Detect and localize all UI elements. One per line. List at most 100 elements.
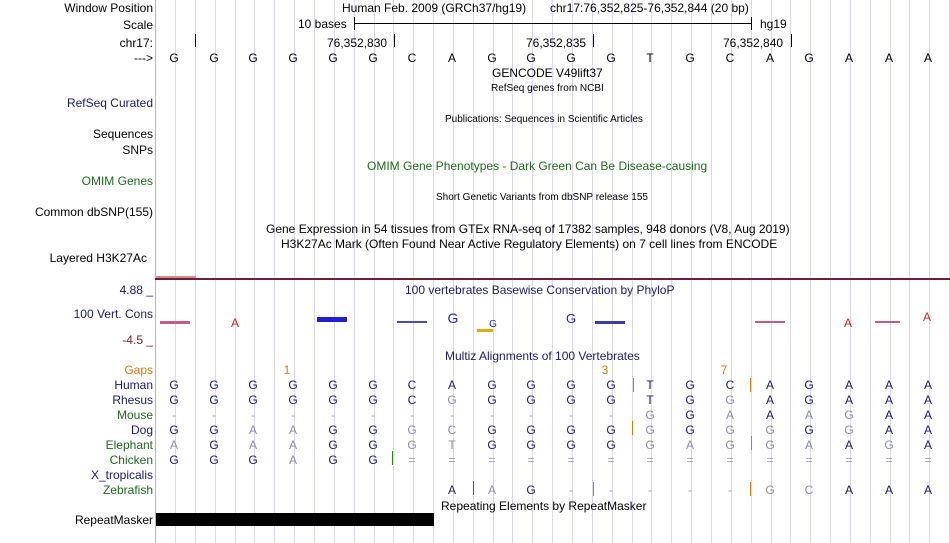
cons-track-label[interactable]: 100 Vert. Cons: [73, 307, 153, 321]
grid-line: [612, 0, 613, 543]
aligned-base: G: [645, 408, 655, 422]
species-label[interactable]: X_tropicalis: [90, 468, 153, 482]
grid-line: [473, 0, 474, 543]
aligned-base: -: [648, 483, 652, 497]
species-label[interactable]: Zebrafish: [102, 483, 153, 497]
omim-track-title[interactable]: OMIM Gene Phenotypes - Dark Green Can Be…: [367, 159, 708, 173]
window-position-label: Window Position: [64, 1, 153, 15]
repeatmasker-track-title[interactable]: Repeating Elements by RepeatMasker: [441, 499, 647, 513]
phylop-mark: [160, 321, 190, 324]
aligned-base: G: [566, 423, 576, 437]
dna-base: A: [844, 51, 853, 65]
gtex-track-title[interactable]: Gene Expression in 54 tissues from GTEx …: [266, 222, 790, 236]
coord-tick: [593, 34, 594, 47]
dbsnp-track-label[interactable]: Common dbSNP(155): [34, 205, 153, 219]
aligned-base: A: [685, 438, 694, 452]
dna-base: G: [209, 51, 219, 65]
sequences-track-label[interactable]: Sequences: [92, 127, 153, 141]
aligned-base: G: [606, 378, 616, 392]
aligned-base: A: [765, 393, 774, 407]
gencode-track-title[interactable]: GENCODE V49lift37: [492, 66, 603, 80]
phylop-mark: A: [923, 310, 931, 324]
species-label[interactable]: Human: [114, 378, 153, 392]
insertion-marker: [593, 482, 594, 496]
aligned-base: A: [884, 393, 893, 407]
dna-base: G: [487, 51, 497, 65]
aligned-base: -: [172, 408, 176, 422]
phylop-track-title[interactable]: 100 vertebrates Basewise Conservation by…: [405, 283, 675, 297]
dbsnp-track-title[interactable]: Short Genetic Variants from dbSNP releas…: [436, 192, 648, 203]
publications-track-title[interactable]: Publications: Sequences in Scientific Ar…: [445, 114, 643, 125]
grid-line: [651, 0, 652, 543]
coord-label: 76,352,840: [723, 36, 784, 50]
aligned-base: G: [368, 453, 378, 467]
grid-line: [294, 0, 295, 543]
aligned-base: G: [169, 393, 179, 407]
aligned-base: A: [844, 393, 853, 407]
aligned-base: -: [609, 408, 613, 422]
aligned-base: G: [685, 378, 695, 392]
phylop-mark: [477, 329, 493, 332]
grid-line: [493, 0, 494, 543]
dna-base: G: [328, 51, 338, 65]
aligned-base: A: [923, 483, 932, 497]
refseq-track-label[interactable]: RefSeq Curated: [66, 96, 153, 110]
aligned-base: G: [288, 393, 298, 407]
aligned-base: A: [804, 438, 813, 452]
aligned-base: C: [407, 378, 417, 392]
refseq-track-title[interactable]: RefSeq genes from NCBI: [491, 83, 604, 94]
aligned-base: G: [288, 378, 298, 392]
aligned-base: A: [923, 438, 932, 452]
scale-text: 10 bases: [298, 17, 347, 31]
aligned-base: A: [923, 393, 932, 407]
repeatmasker-track-label[interactable]: RepeatMasker: [74, 513, 153, 527]
repeat-element-bar[interactable]: [156, 513, 434, 526]
aligned-base: G: [169, 423, 179, 437]
aligned-base: G: [169, 378, 179, 392]
h3k27ac-track-label[interactable]: Layered H3K27Ac: [49, 251, 147, 265]
species-label[interactable]: Dog: [130, 423, 153, 437]
aligned-base: -: [212, 408, 216, 422]
aligned-base: G: [526, 483, 536, 497]
grid-line: [632, 0, 633, 543]
aligned-base: G: [566, 438, 576, 452]
grid-line: [314, 0, 315, 543]
grid-line: [175, 0, 176, 543]
gap-count: 7: [720, 363, 728, 377]
h3k27ac-track-title[interactable]: H3K27Ac Mark (Often Found Near Active Re…: [281, 237, 778, 251]
aligned-base: A: [884, 423, 893, 437]
insertion-marker: [632, 421, 633, 435]
gap-count: 1: [283, 363, 291, 377]
aligned-base: T: [448, 438, 456, 452]
aligned-base: =: [646, 453, 654, 467]
grid-line: [572, 0, 573, 543]
coord-label: 76,352,835: [526, 36, 587, 50]
aligned-base: A: [765, 378, 774, 392]
aligned-base: =: [607, 453, 615, 467]
dna-base: A: [447, 51, 456, 65]
phylop-mark: [755, 321, 785, 323]
species-label[interactable]: Elephant: [105, 438, 153, 452]
snps-track-label[interactable]: SNPs: [122, 143, 153, 157]
species-label[interactable]: Mouse: [116, 408, 153, 422]
window-position[interactable]: chr17:76,352,825-76,352,844 (20 bp): [550, 1, 749, 15]
aligned-base: A: [169, 438, 178, 452]
omim-track-label[interactable]: OMIM Genes: [81, 174, 153, 188]
scale-right-end: [751, 17, 752, 30]
aligned-base: G: [487, 423, 497, 437]
multiz-track-title[interactable]: Multiz Alignments of 100 Vertebrates: [445, 349, 640, 363]
species-label[interactable]: Rhesus: [112, 393, 153, 407]
aligned-base: A: [844, 483, 853, 497]
grid-line: [909, 0, 910, 543]
aligned-base: -: [331, 408, 335, 422]
aligned-base: G: [725, 393, 735, 407]
phylop-mark: G: [448, 310, 459, 326]
grid-line: [254, 0, 255, 543]
aligned-base: G: [566, 378, 576, 392]
phylop-min: -4.5 _: [122, 333, 153, 347]
species-label[interactable]: Chicken: [109, 453, 153, 467]
dna-base: G: [169, 51, 179, 65]
gaps-label: Gaps: [124, 363, 153, 377]
aligned-base: =: [924, 453, 932, 467]
aligned-base: A: [884, 483, 893, 497]
